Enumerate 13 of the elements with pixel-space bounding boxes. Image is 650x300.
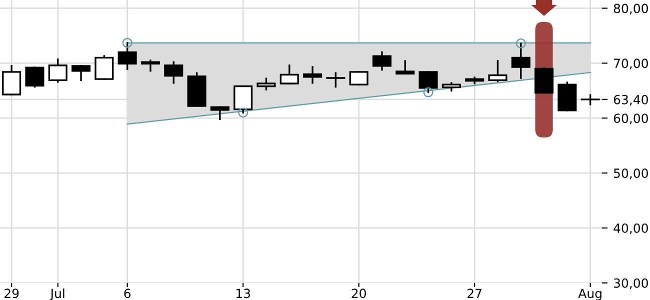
x-tick-label: 29	[4, 288, 19, 298]
y-tick-label: 40,00	[614, 223, 648, 234]
y-tick-label: 50,00	[614, 168, 648, 180]
y-tick-label: 60,00	[614, 114, 648, 124]
x-tick-label: 13	[236, 288, 250, 298]
y-tick-label: 80,00	[614, 4, 648, 14]
y-tick-label: 30,00	[614, 278, 648, 290]
y-tick-label: 63,40	[614, 94, 648, 106]
x-tick-label: 20	[352, 288, 366, 298]
x-tick-label: 27	[468, 288, 482, 298]
x-tick-label: 6	[124, 288, 131, 298]
y-tick-label: 70,00	[614, 58, 648, 70]
x-tick-label: Jul	[50, 288, 64, 300]
